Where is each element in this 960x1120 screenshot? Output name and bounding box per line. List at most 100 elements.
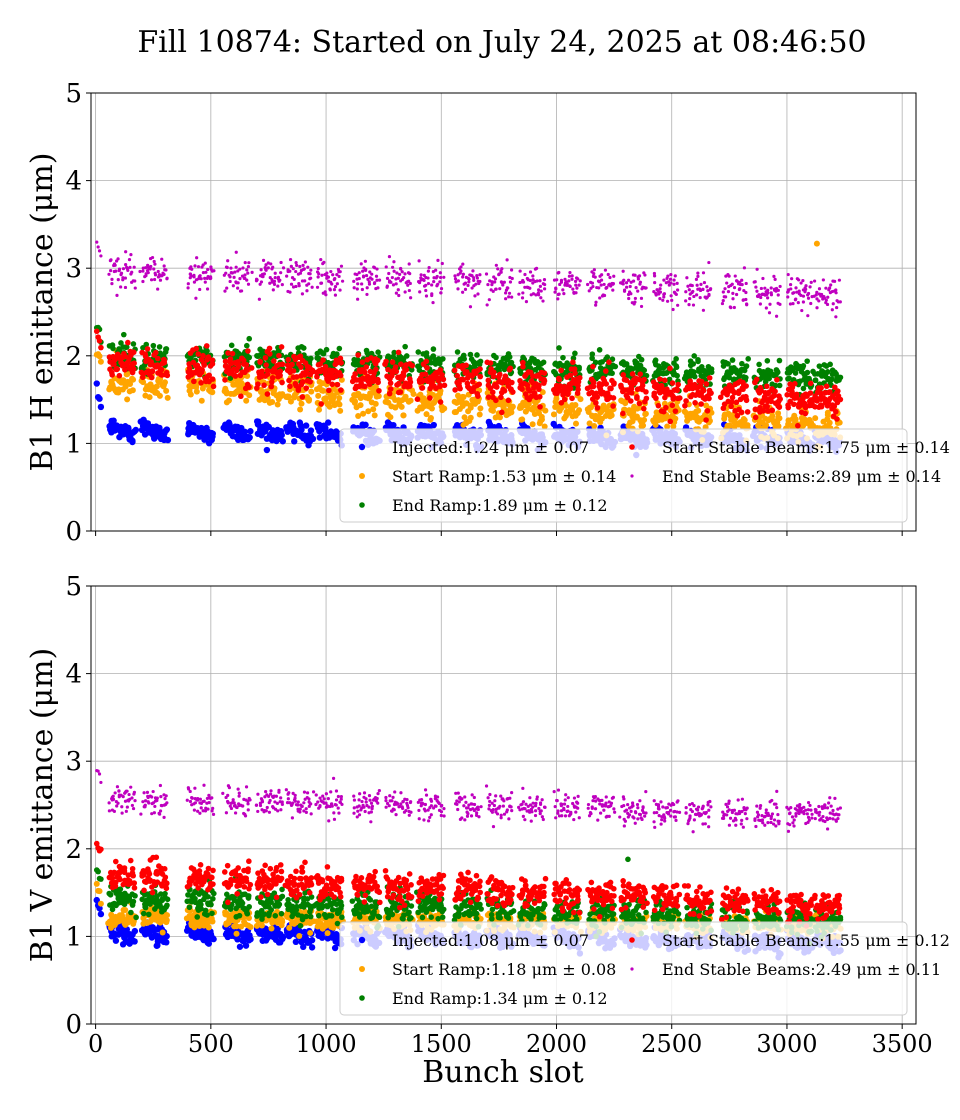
data-point	[308, 355, 314, 362]
data-point	[329, 269, 333, 274]
data-point	[360, 282, 364, 286]
data-point	[796, 301, 800, 305]
data-point	[120, 331, 127, 338]
data-point	[474, 390, 481, 397]
data-point	[426, 281, 431, 286]
data-point	[727, 274, 731, 278]
data-point	[608, 412, 615, 419]
data-point	[467, 280, 471, 284]
data-point	[288, 269, 292, 273]
data-point	[510, 295, 514, 299]
data-point	[93, 380, 100, 387]
data-point	[322, 260, 326, 264]
legend-label: Start Ramp:1.53 μm ± 0.14	[392, 467, 616, 486]
data-point	[837, 396, 844, 403]
data-point	[600, 273, 604, 277]
data-point	[133, 286, 137, 290]
data-point	[738, 409, 745, 416]
data-point	[331, 273, 335, 277]
data-point	[273, 271, 277, 275]
data-point	[687, 288, 691, 292]
data-point	[402, 276, 406, 280]
data-point	[209, 389, 216, 396]
data-point	[592, 271, 596, 276]
data-point	[477, 358, 484, 365]
data-point	[309, 276, 313, 280]
data-point	[300, 292, 305, 296]
data-point	[428, 405, 435, 412]
data-point	[543, 282, 547, 287]
data-point	[279, 361, 286, 368]
data-point	[291, 438, 298, 445]
data-point	[590, 281, 595, 285]
data-point	[627, 398, 634, 404]
data-point	[605, 285, 609, 290]
data-point	[797, 278, 801, 282]
data-point	[320, 357, 326, 363]
data-point	[308, 944, 316, 951]
data-point	[655, 402, 662, 409]
data-point	[590, 363, 596, 370]
data-point	[362, 421, 369, 429]
data-point-outlier	[813, 240, 820, 247]
data-point	[669, 272, 673, 277]
data-point	[490, 369, 497, 376]
data-point	[477, 373, 484, 380]
data-point	[653, 281, 657, 285]
data-point	[806, 291, 811, 296]
data-point	[632, 302, 636, 306]
data-point	[838, 300, 842, 304]
data-point	[238, 289, 243, 293]
data-point	[398, 361, 404, 368]
data-point	[193, 345, 200, 352]
data-point	[672, 282, 676, 286]
legend-marker	[359, 473, 365, 479]
data-point	[496, 414, 503, 421]
data-point	[152, 349, 159, 356]
data-point	[654, 291, 658, 296]
data-point	[352, 286, 356, 290]
data-point	[794, 286, 798, 290]
data-point	[830, 308, 834, 312]
data-point	[743, 397, 750, 404]
data-point	[235, 361, 242, 368]
data-point	[628, 284, 632, 289]
data-point	[410, 390, 417, 397]
data-point	[702, 280, 707, 285]
data-point	[389, 280, 393, 284]
data-point	[407, 383, 413, 389]
data-point	[394, 291, 398, 295]
data-point	[674, 372, 680, 379]
data-point	[669, 281, 673, 285]
data-point	[576, 407, 583, 414]
data-point	[807, 390, 814, 396]
data-point	[223, 289, 227, 293]
data-point	[110, 277, 114, 281]
data-point	[263, 362, 269, 368]
data-point	[164, 268, 168, 272]
data-point	[754, 285, 758, 289]
data-point	[493, 384, 500, 390]
data-point	[833, 408, 839, 415]
data-point	[572, 370, 578, 377]
data-point	[703, 381, 710, 387]
data-point	[96, 338, 103, 344]
data-point	[441, 382, 448, 389]
data-point	[246, 392, 253, 399]
data-point	[298, 426, 305, 433]
data-point	[357, 271, 361, 275]
data-point	[724, 295, 728, 299]
data-point	[431, 300, 435, 305]
data-point	[267, 351, 273, 357]
data-point	[407, 397, 414, 404]
data-point	[744, 409, 751, 415]
data-point	[500, 267, 504, 271]
data-point	[507, 365, 514, 372]
data-point	[423, 358, 430, 365]
data-point	[141, 269, 145, 273]
data-point	[285, 274, 289, 278]
data-point	[440, 261, 444, 266]
data-point	[241, 266, 245, 270]
data-point	[706, 375, 713, 381]
